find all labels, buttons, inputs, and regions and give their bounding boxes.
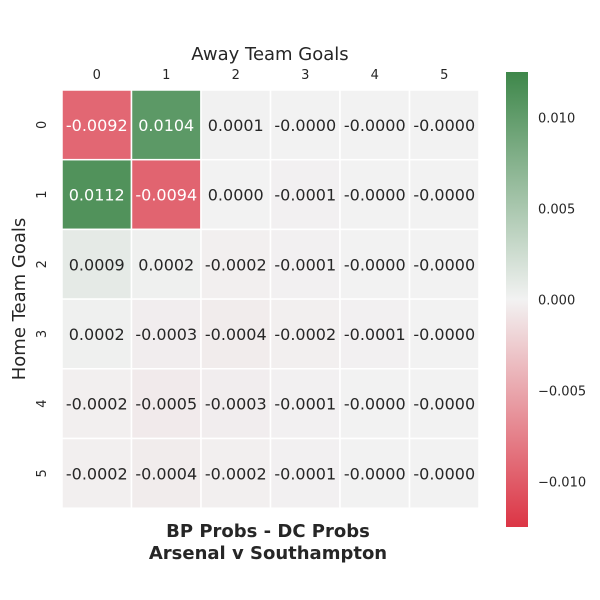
cell-value-label: -0.0003 — [135, 325, 197, 344]
cell-value-label: -0.0094 — [135, 186, 197, 205]
heatmap-cell — [61, 437, 133, 509]
x-tick-label: 2 — [232, 68, 240, 83]
cell-value-label: -0.0000 — [344, 395, 406, 414]
cell-value-label: -0.0000 — [413, 255, 475, 274]
cell-value-label: -0.0002 — [205, 255, 267, 274]
cell-value-label: -0.0000 — [274, 116, 336, 135]
y-tick-label: 4 — [35, 400, 50, 408]
cell-value-label: 0.0002 — [69, 325, 125, 344]
heatmap-cell — [61, 89, 133, 161]
cell-value-label: -0.0000 — [413, 395, 475, 414]
cell-value-label: 0.0000 — [208, 186, 264, 205]
y-tick-label: 5 — [35, 469, 50, 477]
x-tick-label: 5 — [440, 68, 448, 83]
heatmap-cell — [339, 368, 411, 440]
heatmap-cell — [269, 158, 341, 231]
heatmap-cell — [408, 89, 480, 161]
colorbar — [506, 72, 528, 527]
x-axis-label: Away Team Goals — [191, 44, 348, 65]
heatmap-cell — [200, 298, 272, 370]
cell-value-label: -0.0092 — [66, 116, 128, 135]
cell-value-label: -0.0002 — [274, 325, 336, 344]
y-tick-label: 0 — [35, 121, 50, 129]
colorbar-tick-label: −0.005 — [538, 385, 586, 400]
cell-value-label: -0.0000 — [344, 255, 406, 274]
cell-value-label: -0.0001 — [274, 464, 336, 483]
heatmap-cell — [200, 89, 272, 161]
cell-value-label: -0.0004 — [205, 325, 267, 344]
cell-value-label: -0.0002 — [66, 395, 128, 414]
cell-value-label: 0.0002 — [138, 255, 194, 274]
heatmap-cell — [269, 368, 341, 440]
cell-value-label: -0.0000 — [413, 116, 475, 135]
heatmap-cell — [200, 368, 272, 440]
x-tick-label: 3 — [301, 68, 309, 83]
cell-value-label: -0.0003 — [205, 395, 267, 414]
heatmap-cell — [130, 158, 202, 231]
heatmap-cell — [408, 158, 480, 231]
cell-value-label: -0.0000 — [344, 464, 406, 483]
colorbar-tick-label: 0.005 — [538, 203, 575, 218]
heatmap-cell — [339, 228, 411, 300]
cell-value-label: 0.0009 — [69, 255, 125, 274]
x-tick-label: 4 — [371, 68, 379, 83]
heatmap-cell — [339, 437, 411, 509]
cell-value-label: -0.0001 — [344, 325, 406, 344]
cell-value-label: -0.0001 — [274, 395, 336, 414]
heatmap-cell — [130, 298, 202, 370]
cell-value-label: -0.0001 — [274, 255, 336, 274]
cell-value-label: -0.0000 — [413, 464, 475, 483]
cell-value-label: -0.0005 — [135, 395, 197, 414]
cell-value-label: -0.0000 — [413, 325, 475, 344]
cell-value-label: -0.0000 — [344, 186, 406, 205]
heatmap-cell — [339, 298, 411, 370]
cell-value-label: 0.0112 — [69, 186, 125, 205]
x-tick-label: 0 — [93, 68, 101, 83]
y-tick-label: 3 — [35, 330, 50, 338]
colorbar-tick-label: −0.010 — [538, 476, 586, 491]
heatmap-cell — [269, 437, 341, 509]
x-tick-label: 1 — [162, 68, 170, 83]
heatmap-cell — [130, 228, 202, 300]
colorbar-tick-label: 0.010 — [538, 112, 575, 127]
y-tick-label: 2 — [35, 260, 50, 268]
cell-value-label: 0.0001 — [208, 116, 264, 135]
y-tick-label: 1 — [35, 190, 50, 198]
cell-value-label: 0.0104 — [138, 116, 194, 135]
heatmap-cell — [130, 89, 202, 161]
heatmap-cell — [269, 228, 341, 300]
cell-value-label: -0.0000 — [344, 116, 406, 135]
cell-value-label: -0.0002 — [205, 464, 267, 483]
heatmap-cell — [408, 298, 480, 370]
chart-title-line-1: BP Probs - DC Probs — [166, 521, 370, 542]
cell-value-label: -0.0004 — [135, 464, 197, 483]
cell-value-label: -0.0002 — [66, 464, 128, 483]
heatmap-cell — [408, 368, 480, 440]
chart-title-line-2: Arsenal v Southampton — [149, 543, 387, 564]
cell-value-label: -0.0001 — [274, 186, 336, 205]
y-axis-label: Home Team Goals — [9, 218, 30, 381]
cell-value-label: -0.0000 — [413, 186, 475, 205]
colorbar-tick-label: 0.000 — [538, 294, 575, 309]
heatmap-cell — [408, 228, 480, 300]
heatmap-cell — [408, 437, 480, 509]
heatmap-cell — [269, 298, 341, 370]
heatmap-cell — [61, 298, 133, 370]
